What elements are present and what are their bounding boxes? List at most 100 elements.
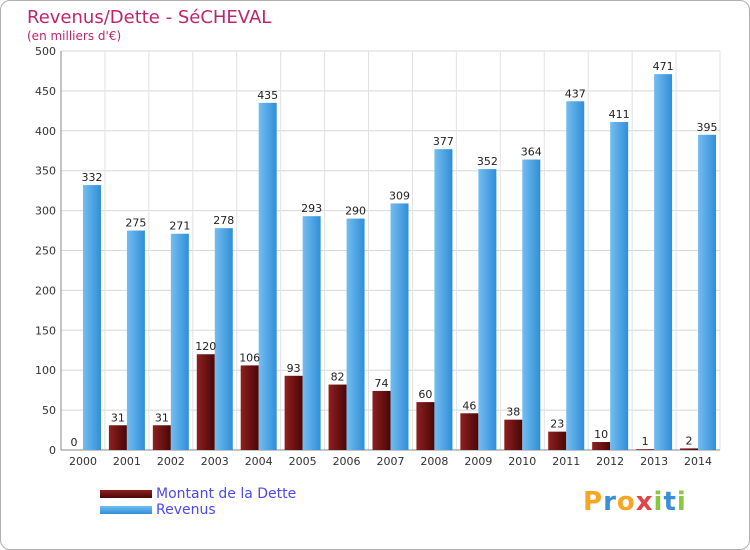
data-label-revenus: 278: [213, 214, 234, 227]
y-tick-label: 350: [35, 165, 56, 178]
bar-revenus: [522, 159, 541, 450]
data-label-dette: 31: [155, 411, 169, 424]
chart-subtitle: (en milliers d'€): [27, 29, 121, 43]
bar-revenus: [302, 216, 321, 450]
data-label-dette: 1: [642, 435, 649, 448]
logo-letter: i: [653, 487, 664, 517]
data-label-revenus: 275: [125, 217, 146, 230]
data-label-revenus: 377: [433, 135, 454, 148]
y-tick-label: 300: [35, 205, 56, 218]
data-label-revenus: 309: [389, 189, 410, 202]
data-label-dette: 60: [418, 388, 432, 401]
bar-dette: [108, 425, 127, 450]
logo-letter: r: [603, 487, 617, 517]
x-tick-label: 2012: [596, 455, 624, 468]
bar-revenus: [170, 233, 189, 450]
x-tick-label: 2010: [508, 455, 536, 468]
x-tick-label: 2011: [552, 455, 580, 468]
legend-label-revenus: Revenus: [156, 502, 216, 518]
bar-dette: [240, 365, 259, 450]
y-tick-label: 0: [49, 444, 56, 457]
bars: [82, 74, 717, 451]
bar-dette: [592, 442, 611, 450]
x-tick-label: 2002: [157, 455, 185, 468]
x-tick-label: 2000: [69, 455, 97, 468]
bar-revenus: [214, 228, 233, 450]
bar-revenus: [82, 185, 101, 450]
bar-dette: [196, 354, 215, 450]
bar-dette: [548, 431, 567, 450]
legend-label-dette: Montant de la Dette: [156, 486, 297, 502]
y-tick-label: 500: [35, 45, 56, 58]
data-label-revenus: 364: [521, 146, 542, 159]
x-tick-label: 2005: [289, 455, 317, 468]
data-label-dette: 106: [239, 351, 260, 364]
bar-revenus: [434, 149, 453, 451]
y-tick-label: 100: [35, 364, 56, 377]
data-label-dette: 46: [462, 399, 476, 412]
data-label-dette: 31: [111, 411, 125, 424]
logo-letter: i: [676, 487, 687, 517]
x-tick-label: 2006: [333, 455, 361, 468]
x-tick-label: 2003: [201, 455, 229, 468]
data-label-dette: 38: [506, 406, 520, 419]
bar-revenus: [610, 122, 629, 450]
labels: 0 50 100 150 200 250 300 350 400 450 500 0 332 2000 31…: [35, 45, 718, 468]
x-tick-label: 2004: [245, 455, 273, 468]
bar-dette: [328, 384, 347, 450]
data-label-revenus: 293: [301, 202, 322, 215]
data-label-revenus: 471: [653, 60, 674, 73]
x-tick-label: 2008: [420, 455, 448, 468]
data-label-revenus: 352: [477, 155, 498, 168]
y-tick-label: 400: [35, 125, 56, 138]
y-tick-label: 450: [35, 85, 56, 98]
bar-revenus: [258, 102, 277, 451]
bar-revenus: [654, 74, 673, 450]
data-label-revenus: 435: [257, 89, 278, 102]
x-tick-label: 2001: [113, 455, 141, 468]
x-tick-label: 2014: [684, 455, 712, 468]
bar-revenus: [698, 134, 717, 451]
proxiti-logo: Proxiti: [583, 487, 687, 517]
data-label-revenus: 411: [609, 108, 630, 121]
logo-letter: o: [616, 487, 636, 517]
bar-dette: [372, 390, 391, 450]
x-tick-label: 2007: [377, 455, 405, 468]
data-label-revenus: 395: [697, 121, 718, 134]
bar-revenus: [126, 230, 145, 450]
data-label-dette: 74: [375, 377, 389, 390]
bar-revenus: [566, 101, 585, 451]
y-tick-label: 150: [35, 324, 56, 337]
data-label-dette: 23: [550, 418, 564, 431]
bar-dette: [152, 425, 171, 450]
y-tick-label: 200: [35, 284, 56, 297]
data-label-dette: 0: [70, 436, 77, 449]
data-label-revenus: 271: [169, 220, 190, 233]
bar-dette: [504, 419, 523, 450]
bar-revenus: [390, 203, 409, 450]
data-label-revenus: 437: [565, 87, 586, 100]
data-label-dette: 2: [686, 434, 693, 447]
y-tick-label: 250: [35, 245, 56, 258]
data-label-revenus: 290: [345, 205, 366, 218]
logo-letter: t: [663, 487, 677, 517]
bar-dette: [680, 448, 699, 450]
data-label-dette: 82: [331, 371, 345, 384]
x-tick-label: 2009: [464, 455, 492, 468]
bar-dette: [284, 375, 303, 450]
bar-dette: [636, 449, 655, 450]
x-tick-label: 2013: [640, 455, 668, 468]
data-label-dette: 120: [195, 340, 216, 353]
logo-letter: x: [635, 487, 654, 517]
y-tick-label: 50: [42, 404, 56, 417]
data-label-dette: 10: [594, 428, 608, 441]
bar-revenus: [346, 218, 365, 450]
chart-title: Revenus/Dette - SéCHEVAL: [27, 7, 271, 28]
legend-swatch-dette: [100, 490, 152, 498]
data-label-dette: 93: [287, 362, 301, 375]
bar-revenus: [478, 169, 497, 450]
bar-dette: [416, 402, 435, 450]
data-label-revenus: 332: [81, 171, 102, 184]
bar-dette: [460, 413, 479, 450]
